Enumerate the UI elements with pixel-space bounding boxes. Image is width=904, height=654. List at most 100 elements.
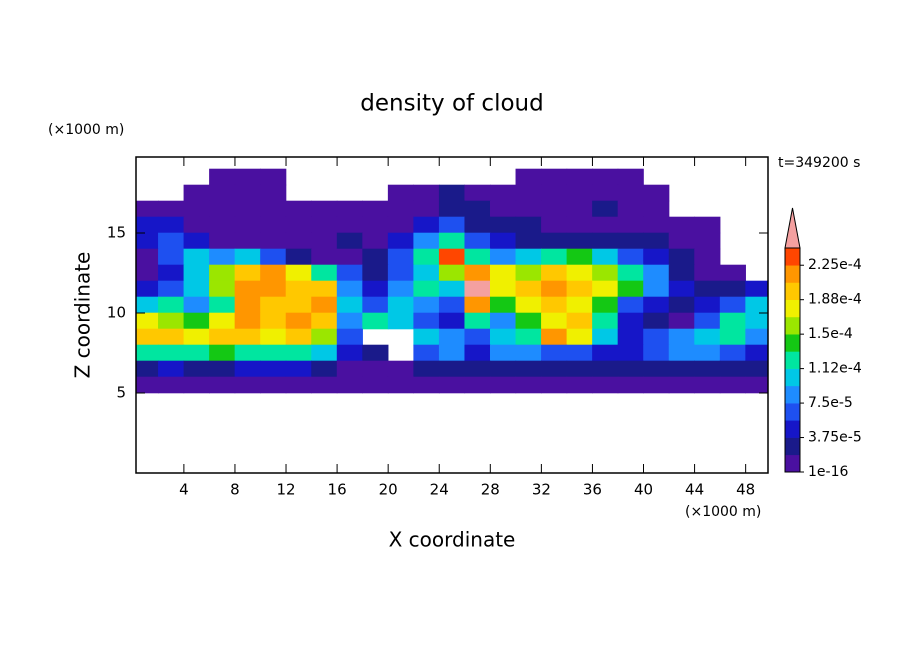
field-cell <box>336 280 363 298</box>
field-cell <box>183 264 210 282</box>
field-cell <box>438 232 466 250</box>
field-cell <box>183 280 210 298</box>
field-cell <box>617 376 644 394</box>
field-cell <box>566 296 593 314</box>
y-tick-label: 10 <box>107 304 126 322</box>
field-cell <box>668 264 695 282</box>
colorbar-band <box>785 437 800 456</box>
field-cell <box>285 232 312 250</box>
field-cell <box>490 312 517 330</box>
field-cell <box>566 200 593 218</box>
field-cell <box>136 264 159 282</box>
field-cell <box>515 360 542 378</box>
field-cell <box>643 376 670 394</box>
field-cell <box>362 200 389 218</box>
field-cell <box>285 264 312 282</box>
field-cell <box>668 344 695 362</box>
field-cell <box>387 248 414 266</box>
field-cell <box>617 168 644 186</box>
field-cell <box>490 296 517 314</box>
field-cell <box>515 328 542 346</box>
field-cell <box>136 200 159 218</box>
field-cell <box>490 360 517 378</box>
field-cell <box>234 376 261 394</box>
field-cell <box>464 232 491 250</box>
plot-frame <box>135 156 769 474</box>
x-tick-label: 48 <box>736 481 755 499</box>
field-cell <box>387 296 414 314</box>
field-cell <box>464 248 491 266</box>
field-cell <box>617 296 644 314</box>
field-cell <box>719 376 746 394</box>
field-cell <box>694 328 721 346</box>
field-cell <box>260 296 287 314</box>
field-cell <box>592 376 619 394</box>
field-cell <box>413 248 440 266</box>
field-cell <box>209 312 236 330</box>
field-cell <box>413 184 440 202</box>
y-tick-label: 15 <box>107 224 126 242</box>
x-tick-label: 32 <box>532 481 551 499</box>
field-cell <box>260 264 287 282</box>
field-cell <box>234 296 261 314</box>
field-cell <box>438 296 466 314</box>
field-cell <box>183 376 210 394</box>
field-cell <box>362 360 389 378</box>
field-cell <box>592 216 619 234</box>
field-cell <box>617 184 644 202</box>
field-cell <box>158 248 185 266</box>
field-cell <box>617 312 644 330</box>
field-cell <box>311 328 338 346</box>
field-cell <box>592 168 619 186</box>
field-cell <box>183 328 210 346</box>
y-axis-label: Z coordinate <box>71 252 95 379</box>
field-cell <box>643 216 670 234</box>
field-cell <box>413 232 440 250</box>
colorbar-band <box>785 299 800 318</box>
field-cell <box>643 280 670 298</box>
field-cell <box>515 216 542 234</box>
field-cell <box>541 280 568 298</box>
field-cell <box>515 376 542 394</box>
field-cell <box>745 312 768 330</box>
field-cell <box>336 344 363 362</box>
field-cell <box>387 376 414 394</box>
field-cell <box>694 344 721 362</box>
field-cell <box>541 376 568 394</box>
field-cell <box>515 168 542 186</box>
field-cell <box>464 312 491 330</box>
field-cell <box>745 360 768 378</box>
field-cell <box>745 344 768 362</box>
field-cell <box>592 232 619 250</box>
field-cell <box>438 344 466 362</box>
field-cell <box>464 296 491 314</box>
field-cell <box>260 344 287 362</box>
field-cell <box>438 280 466 298</box>
field-cell <box>541 344 568 362</box>
field-cell <box>719 280 746 298</box>
field-cell <box>490 232 517 250</box>
field-cell <box>387 312 414 330</box>
colorbar-tick-label: 7.5e-5 <box>808 395 853 411</box>
field-cell <box>694 216 721 234</box>
field-cell <box>387 360 414 378</box>
field-cell <box>336 328 363 346</box>
field-cell <box>260 248 287 266</box>
field-cell <box>362 376 389 394</box>
field-cell <box>183 184 210 202</box>
field-cell <box>592 360 619 378</box>
colorbar-tick-label: 3.75e-5 <box>808 430 862 446</box>
field-cell <box>285 296 312 314</box>
field-cell <box>643 296 670 314</box>
field-cell <box>745 376 768 394</box>
colorbar-band <box>785 385 800 404</box>
colorbar-band <box>785 334 800 352</box>
field-cell <box>668 376 695 394</box>
field-cell <box>566 344 593 362</box>
field-cell <box>362 280 389 298</box>
colorbar-tick-label: 1.88e-4 <box>808 292 862 308</box>
field-cell <box>566 328 593 346</box>
colorbar-band <box>785 454 800 473</box>
field-cell <box>515 312 542 330</box>
